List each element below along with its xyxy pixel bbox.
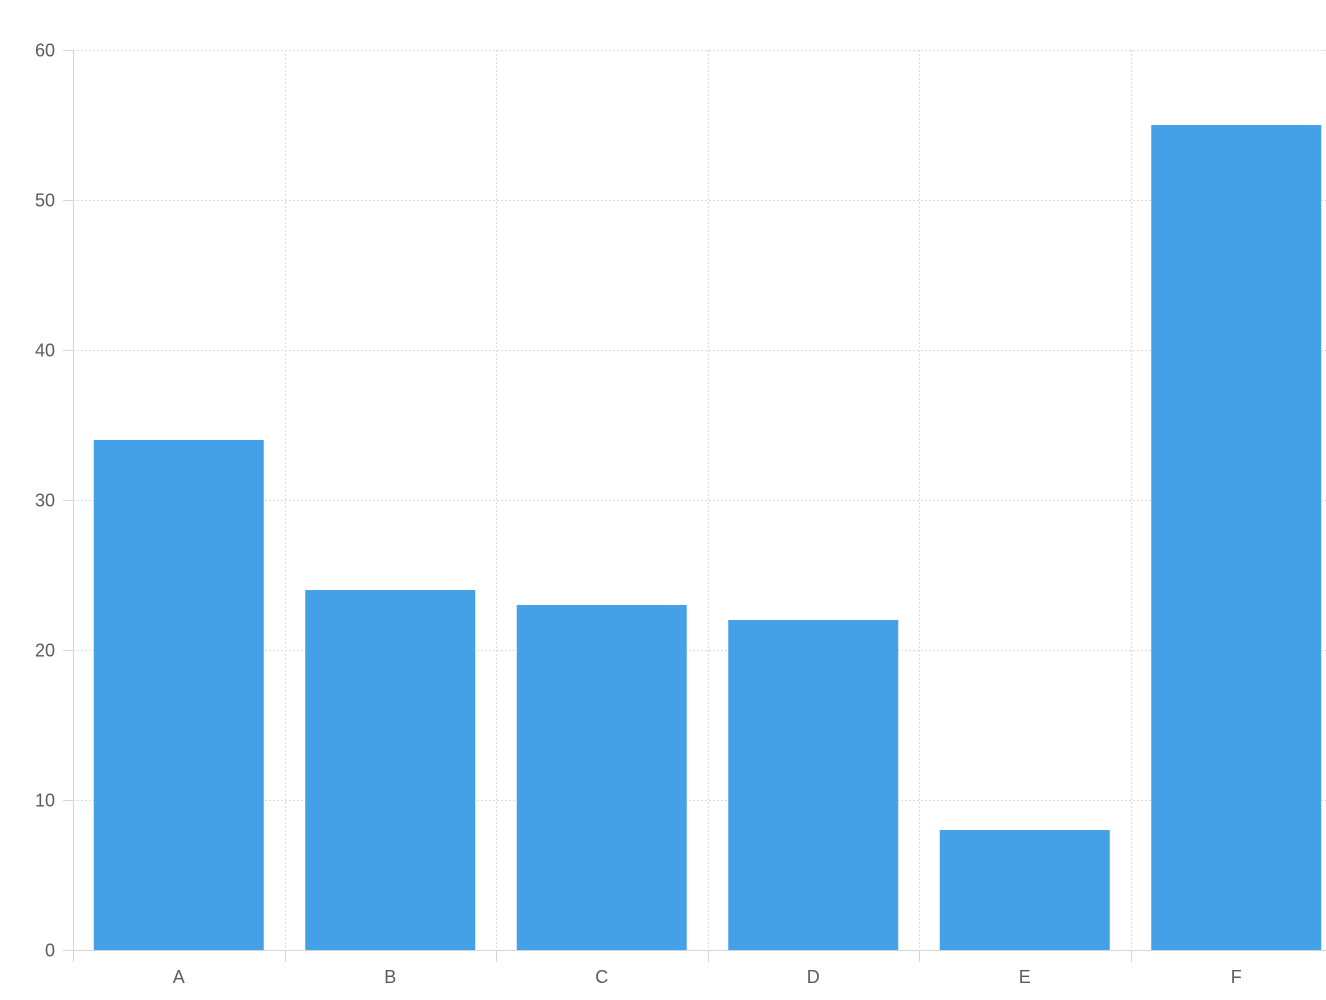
axes-layer bbox=[63, 50, 1326, 962]
bar-E bbox=[939, 830, 1110, 950]
x-tick-label-E: E bbox=[1019, 967, 1031, 987]
x-tick-label-C: C bbox=[595, 967, 608, 987]
x-tick-label-A: A bbox=[173, 967, 185, 987]
bar-F bbox=[1151, 125, 1322, 950]
y-tick-label: 40 bbox=[35, 341, 55, 361]
x-tick-label-B: B bbox=[384, 967, 396, 987]
grid-layer bbox=[73, 50, 1326, 950]
y-tick-label: 30 bbox=[35, 491, 55, 511]
y-tick-label: 0 bbox=[45, 941, 55, 961]
bar-D bbox=[728, 620, 899, 950]
y-tick-label: 50 bbox=[35, 191, 55, 211]
bar-C bbox=[516, 605, 687, 950]
bar-B bbox=[305, 590, 476, 950]
tick-labels-layer: 0 10 20 30 40 50 60 A B C D E F bbox=[35, 41, 1242, 988]
x-tick-label-D: D bbox=[807, 967, 820, 987]
x-tick-label-F: F bbox=[1231, 967, 1242, 987]
y-tick-label: 60 bbox=[35, 41, 55, 61]
y-tick-label: 20 bbox=[35, 641, 55, 661]
y-tick-label: 10 bbox=[35, 791, 55, 811]
bar-A bbox=[93, 440, 264, 950]
bars-layer bbox=[93, 125, 1322, 950]
